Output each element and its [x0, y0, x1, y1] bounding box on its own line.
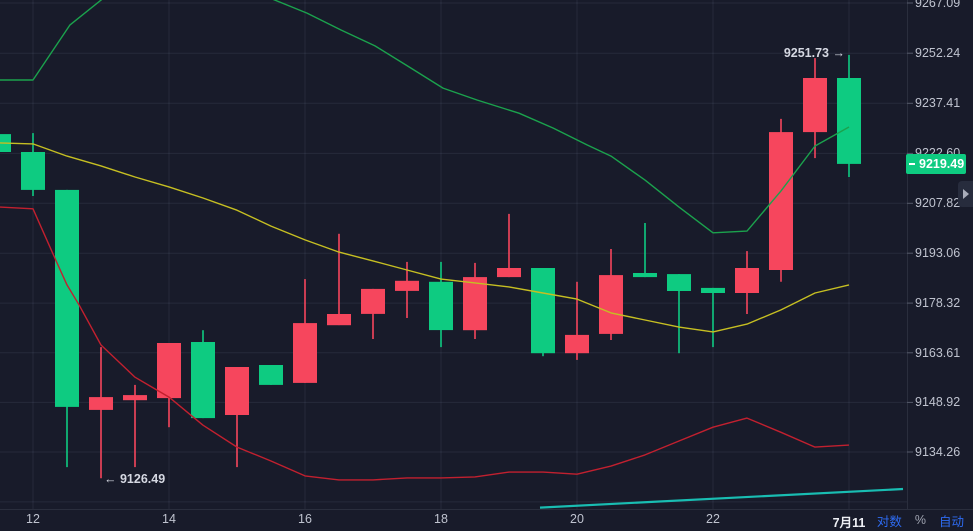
candle[interactable] — [837, 54, 861, 177]
high-price-annotation: 9251.73 → — [784, 46, 845, 60]
current-price-badge: 9219.49 — [906, 154, 966, 174]
middle-band-line — [0, 142, 850, 333]
time-axis-label: 22 — [706, 512, 720, 526]
upper-band-line — [0, 0, 850, 234]
price-axis-label: 9134.26 — [915, 445, 961, 459]
candle[interactable] — [327, 233, 351, 326]
candle[interactable] — [259, 365, 283, 385]
price-axis-label: 9193.06 — [915, 246, 961, 260]
trendline[interactable] — [539, 487, 904, 509]
candle[interactable] — [55, 189, 79, 468]
candles-layer — [0, 54, 861, 479]
candle[interactable] — [667, 274, 691, 354]
auto-scale-button[interactable]: 自动 — [938, 514, 964, 529]
candle[interactable] — [701, 287, 725, 348]
price-axis-label: 9163.61 — [915, 346, 961, 360]
candle[interactable] — [735, 251, 759, 314]
lower-band-line — [0, 206, 850, 481]
price-axis-label: 9237.41 — [915, 96, 961, 110]
candle[interactable] — [225, 367, 249, 468]
percent-scale-button[interactable]: % — [914, 513, 926, 527]
time-axis-label: 18 — [434, 512, 448, 526]
price-axis-label: 9252.24 — [915, 46, 961, 60]
candle[interactable] — [463, 262, 487, 339]
time-axis[interactable]: 12 14 16 18 20 22 7月11 — [0, 509, 880, 531]
candle[interactable] — [89, 347, 113, 479]
price-tick-dash-icon — [909, 163, 915, 165]
time-axis-label: 7月11 — [832, 516, 866, 530]
time-axis-label: 14 — [162, 512, 176, 526]
candle[interactable] — [123, 384, 147, 468]
gridlines — [0, 0, 907, 509]
time-axis-label: 16 — [298, 512, 312, 526]
low-price-annotation: ← 9126.49 — [104, 472, 165, 486]
price-axis-label: 9178.32 — [915, 296, 961, 310]
low-price-value: 9126.49 — [119, 472, 166, 486]
candle[interactable] — [803, 58, 827, 159]
log-scale-button[interactable]: 对数 — [876, 514, 902, 529]
candle[interactable] — [599, 249, 623, 340]
panel-collapse-handle[interactable] — [958, 181, 973, 207]
candle[interactable] — [191, 330, 215, 419]
price-axis-label: 9267.09 — [915, 0, 961, 10]
candle[interactable] — [293, 279, 317, 383]
chevron-right-icon — [962, 189, 969, 199]
candle[interactable] — [395, 261, 419, 318]
candle[interactable] — [531, 268, 555, 357]
arrow-left-icon: ← — [104, 472, 117, 486]
candle[interactable] — [429, 261, 453, 348]
candle[interactable] — [21, 133, 45, 196]
current-price-value: 9219.49 — [919, 157, 965, 171]
time-axis-label: 12 — [26, 512, 40, 526]
candle[interactable] — [157, 343, 181, 428]
price-axis[interactable]: 9267.09 9252.24 9237.41 9222.60 9207.82 9193.… — [907, 0, 973, 509]
candle[interactable] — [497, 213, 521, 278]
arrow-right-icon: → — [832, 46, 846, 60]
price-axis-label: 9207.82 — [915, 196, 961, 210]
candle[interactable] — [565, 281, 589, 360]
candle[interactable] — [361, 288, 385, 339]
time-axis-label: 20 — [570, 512, 584, 526]
candle[interactable] — [633, 223, 657, 278]
high-price-value: 9251.73 — [783, 46, 830, 60]
price-axis-label: 9148.92 — [915, 395, 961, 409]
scale-controls: 对数 % 自动 — [877, 511, 964, 529]
